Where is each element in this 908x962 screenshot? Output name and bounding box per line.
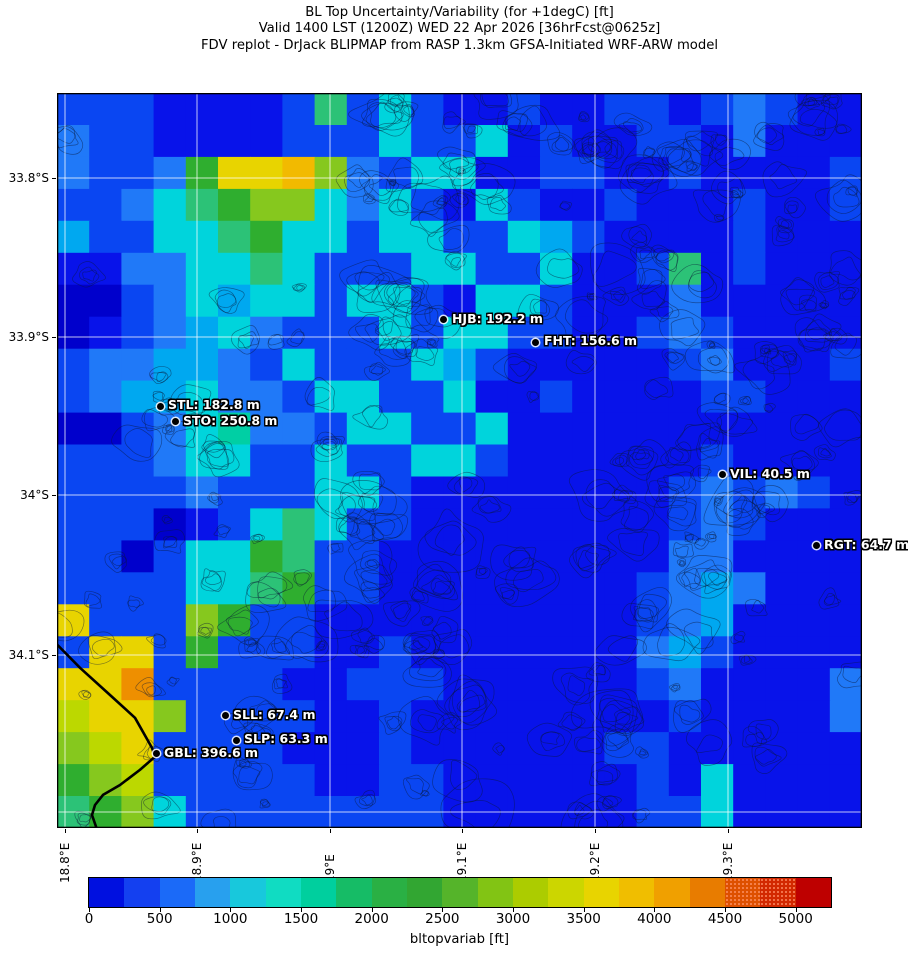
y-axis-tick-label: 34.1°S	[8, 647, 49, 662]
station-label: GBL: 396.6 m	[164, 744, 259, 760]
station-label: STO: 250.8 m	[183, 412, 278, 428]
plot-title: BL Top Uncertainty/Variability (for +1de…	[305, 5, 614, 20]
title-block: BL Top Uncertainty/Variability (for +1de…	[57, 5, 862, 54]
x-axis-tick-label: 18.9°E	[189, 842, 204, 883]
station-dot	[812, 542, 820, 550]
heatmap-raster	[57, 93, 862, 828]
colorbar-tick-label: 5000	[778, 911, 813, 927]
colorbar-tick-label: 3000	[495, 911, 531, 927]
station-label: SLL: 67.4 m	[233, 706, 316, 722]
x-axis-tick-label: 19.2°E	[587, 842, 602, 883]
colorbar-tick-label: 4000	[637, 911, 672, 927]
y-axis-tick-label: 33.8°S	[8, 170, 49, 185]
x-axis-tick-label: 18.8°E	[57, 842, 72, 883]
y-axis-tick-label: 33.9°S	[8, 330, 49, 345]
colorbar-label: bltopvariab [ft]	[409, 932, 510, 947]
station-label: RGT: 64.7 m	[824, 536, 908, 552]
x-axis-tick-label: 19°E	[322, 854, 337, 883]
station-dot	[171, 418, 179, 426]
colorbar-tick-label: 1500	[283, 911, 319, 927]
colorbar	[88, 877, 832, 908]
y-axis-tick-label: 34°S	[20, 487, 49, 502]
station-label: FHT: 156.6 m	[543, 333, 638, 349]
x-axis-tick-label: 19.1°E	[454, 842, 469, 883]
colorbar-tick-label: 2000	[354, 911, 389, 927]
station-dot	[232, 736, 240, 744]
colorbar-tick-label: 2500	[425, 911, 460, 927]
station-dot	[532, 338, 540, 346]
x-axis-tick-label: 19.3°E	[720, 842, 735, 883]
station-label: SLP: 63.3 m	[244, 731, 328, 747]
station-dot	[718, 471, 726, 479]
station-dot	[440, 316, 448, 324]
station-dot	[221, 712, 229, 720]
colorbar-tick-label: 0	[84, 911, 94, 927]
plot-valid-time: Valid 1400 LST (1200Z) WED 22 Apr 2026 […	[258, 21, 661, 37]
station-label: HJB: 192.2 m	[451, 310, 543, 326]
colorbar-tick-label: 500	[146, 911, 173, 927]
map-canvas: HJB: 192.2 m FHT: 156.6 m STL: 182.8 m S…	[57, 93, 908, 828]
colorbar-tick-label: 3500	[566, 911, 601, 927]
station-label: VIL: 40.5 m	[730, 465, 810, 481]
colorbar-tick-label: 1000	[213, 911, 248, 927]
colorbar-tick-label: 4500	[707, 911, 743, 927]
plot-source: FDV replot - DrJack BLIPMAP from RASP 1.…	[200, 37, 719, 53]
station-label: STL: 182.8 m	[168, 397, 260, 413]
station-dot	[152, 750, 160, 758]
station-dot	[156, 402, 164, 410]
